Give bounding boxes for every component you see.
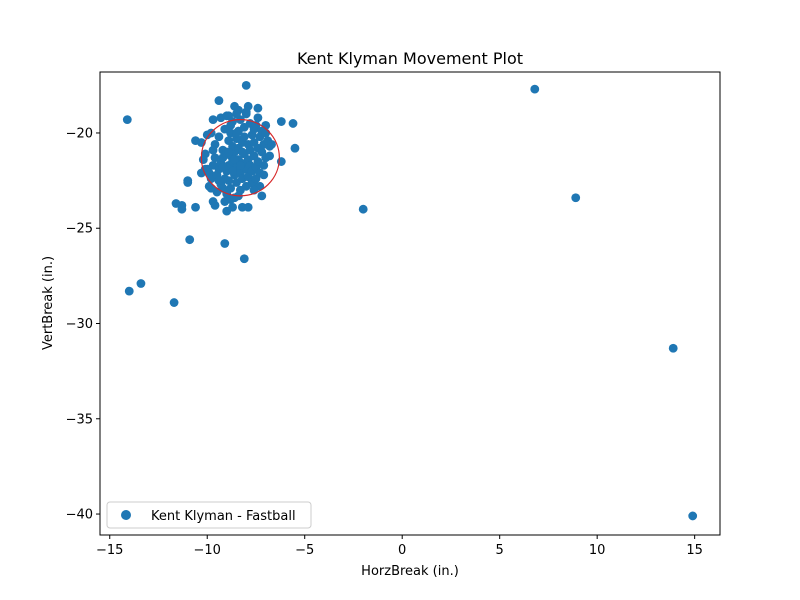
- x-tick-label: 10: [589, 543, 606, 558]
- data-point: [228, 166, 237, 176]
- plot-frame: [99, 71, 721, 536]
- data-point: [239, 132, 249, 142]
- data-point: [232, 109, 241, 119]
- plot-area: [122, 80, 698, 521]
- data-point: [276, 117, 286, 126]
- legend-box: [106, 501, 312, 529]
- x-tick-label: −15: [96, 543, 123, 558]
- data-point: [136, 279, 146, 288]
- data-point: [267, 140, 276, 149]
- data-point: [206, 183, 216, 193]
- data-point: [241, 80, 251, 90]
- legend: Kent Klyman - Fastball: [106, 501, 312, 529]
- x-tick-label: 15: [686, 543, 703, 558]
- legend-marker: [121, 510, 131, 520]
- data-point: [230, 155, 239, 165]
- data-point: [241, 107, 251, 117]
- data-point: [232, 128, 241, 138]
- data-point: [198, 155, 208, 165]
- data-point: [259, 160, 269, 170]
- data-point: [228, 202, 237, 212]
- data-point: [261, 128, 271, 138]
- x-axis: −15 −10 −5 0 5 10 15: [96, 535, 703, 558]
- data-point: [208, 115, 218, 125]
- x-tick-label: 0: [398, 543, 406, 558]
- data-point: [169, 298, 179, 307]
- data-point: [288, 119, 298, 128]
- data-point: [220, 239, 230, 248]
- x-tick-label: −10: [194, 543, 221, 558]
- data-point: [237, 147, 247, 157]
- data-point: [124, 286, 134, 296]
- data-point: [122, 115, 132, 125]
- data-point: [210, 200, 220, 210]
- data-point: [183, 178, 193, 187]
- x-tick-label: 5: [496, 543, 504, 558]
- data-point: [226, 195, 236, 205]
- data-point: [224, 176, 234, 186]
- data-point: [668, 343, 678, 353]
- data-point: [243, 202, 253, 212]
- data-point: [214, 176, 224, 186]
- y-tick-label: −25: [66, 222, 93, 237]
- y-tick-label: −30: [66, 317, 93, 332]
- data-point: [208, 145, 218, 155]
- y-tick-label: −40: [66, 508, 93, 523]
- y-axis-label: VertBreak (in.): [41, 256, 56, 350]
- data-point: [259, 170, 269, 180]
- data-point: [688, 511, 698, 521]
- data-point: [218, 162, 228, 172]
- data-point: [253, 113, 263, 123]
- data-point: [214, 96, 224, 105]
- data-point: [185, 235, 195, 245]
- data-point: [214, 132, 224, 142]
- y-tick-label: −35: [66, 412, 93, 427]
- data-point: [224, 111, 234, 121]
- data-point: [177, 204, 187, 214]
- legend-label: Kent Klyman - Fastball: [151, 509, 296, 524]
- data-point: [235, 160, 245, 170]
- highlight-circle: [200, 119, 280, 197]
- chart-title: Kent Klyman Movement Plot: [297, 49, 523, 68]
- data-point: [224, 147, 234, 157]
- data-point: [226, 183, 236, 193]
- y-tick-label: −20: [66, 126, 93, 141]
- data-point: [290, 143, 300, 153]
- data-point: [239, 254, 249, 264]
- data-point: [210, 153, 220, 163]
- x-tick-label: −5: [295, 543, 314, 558]
- data-point: [253, 103, 263, 113]
- data-point: [530, 84, 540, 94]
- data-point: [191, 202, 200, 212]
- data-point: [571, 193, 581, 203]
- y-axis: −20 −25 −30 −35 −40: [66, 126, 100, 523]
- data-point: [257, 191, 267, 201]
- x-axis-label: HorzBreak (in.): [361, 564, 459, 579]
- data-point: [358, 204, 368, 214]
- data-point: [265, 151, 275, 161]
